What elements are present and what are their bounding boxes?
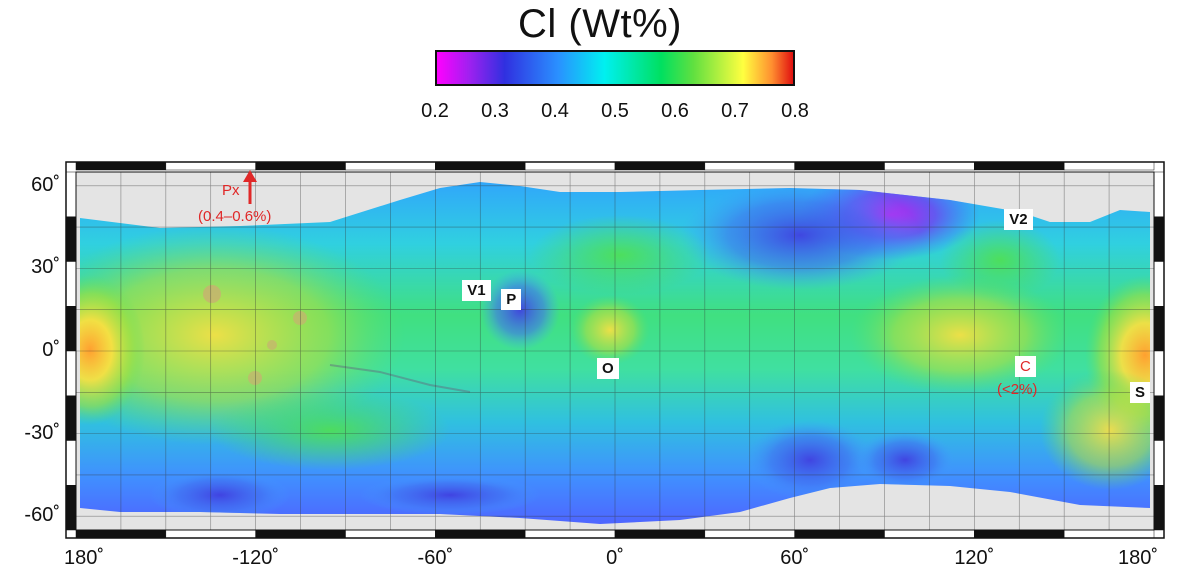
map-grid: [75, 172, 1155, 530]
colorbar-tick: 0.4: [541, 100, 569, 122]
site-label-v2: V2: [1004, 208, 1033, 230]
longitude-tick: 180˚: [1117, 547, 1159, 569]
colorbar-tick: 0.3: [481, 100, 509, 122]
longitude-tick: -120˚: [232, 547, 280, 569]
map-title: Cl (Wt%): [518, 2, 682, 46]
px-range: (0.4–0.6%): [198, 208, 272, 225]
latitude-tick: 60˚: [31, 173, 60, 196]
longitude-tick: -60˚: [417, 547, 454, 569]
latitude-tick: -60˚: [24, 504, 60, 527]
longitude-tick: 60˚: [780, 547, 810, 569]
colorbar-tick: 0.7: [721, 100, 749, 122]
c-range: (<2%): [997, 381, 1038, 398]
longitude-tick: 120˚: [954, 547, 995, 569]
site-label-o: O: [597, 357, 619, 379]
px-label: Px: [222, 182, 240, 199]
longitude-tick: 0˚: [606, 547, 624, 569]
site-label-s: S: [1130, 382, 1151, 404]
c-label: C: [1015, 356, 1036, 377]
px-arrow-head: [243, 170, 257, 182]
colorbar: [435, 50, 795, 86]
site-label-p: P: [501, 288, 522, 310]
latitude-tick: 30˚: [31, 256, 60, 279]
latitude-tick: 0˚: [42, 339, 60, 361]
colorbar-tick: 0.6: [661, 100, 689, 122]
site-label-v1: V1: [462, 280, 491, 302]
colorbar-tick: 0.5: [601, 100, 629, 122]
colorbar-tick: 0.8: [781, 100, 809, 122]
colorbar-tick: 0.2: [421, 100, 449, 122]
longitude-tick: 180˚: [63, 547, 105, 569]
latitude-tick: -30˚: [24, 421, 60, 444]
